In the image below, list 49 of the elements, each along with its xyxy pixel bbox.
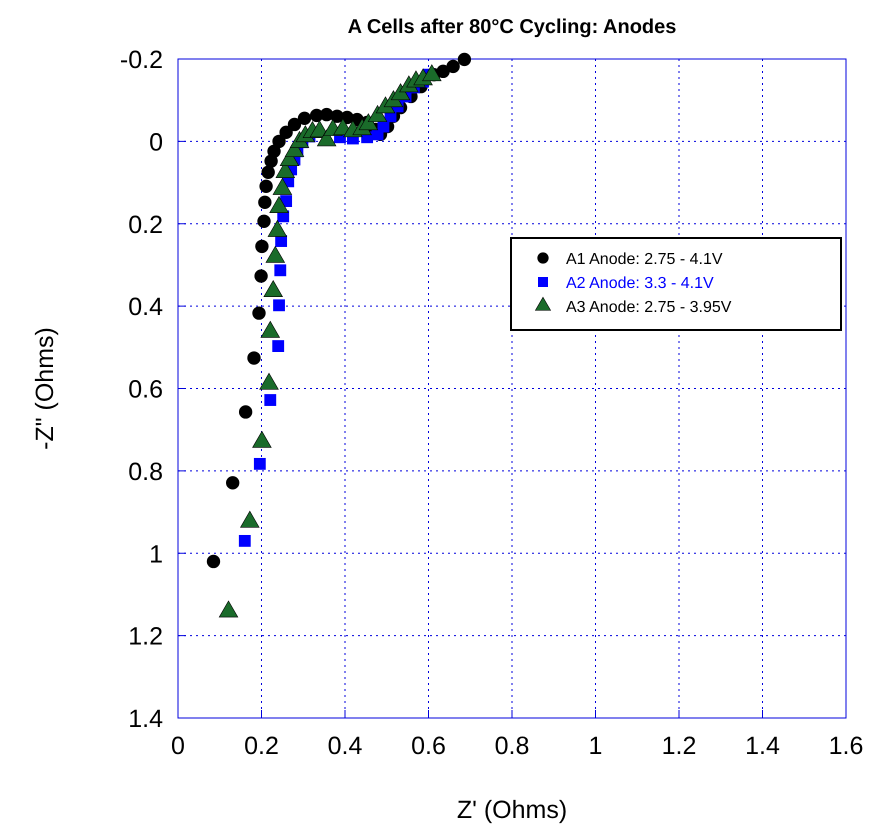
point xyxy=(267,144,281,158)
point xyxy=(255,240,269,254)
point xyxy=(436,64,450,78)
point xyxy=(279,126,293,139)
point xyxy=(206,554,220,568)
point xyxy=(458,52,472,66)
point xyxy=(252,306,266,320)
y-tick-label: -0.2 xyxy=(120,46,163,74)
point xyxy=(288,118,302,132)
point xyxy=(272,340,284,352)
legend-label: A3 Anode: 2.75 - 3.95V xyxy=(566,299,732,316)
point xyxy=(298,112,312,125)
chart-title: A Cells after 80°C Cycling: Anodes xyxy=(348,16,676,38)
point xyxy=(238,534,251,547)
point xyxy=(257,214,271,228)
y-tick-label: 0 xyxy=(149,128,163,156)
y-tick-label: 0.6 xyxy=(128,376,163,404)
y-tick-label: 0.8 xyxy=(128,458,163,486)
point xyxy=(264,394,276,406)
x-tick-label: 1.4 xyxy=(745,732,780,760)
x-axis-title: Z' (Ohms) xyxy=(456,796,568,824)
x-tick-label: 1.2 xyxy=(662,732,696,760)
point xyxy=(254,458,266,470)
point xyxy=(446,60,460,74)
point xyxy=(247,351,261,365)
legend-label: A2 Anode: 3.3 - 4.1V xyxy=(566,275,714,292)
y-axis-title: -Z" (Ohms) xyxy=(31,327,59,450)
point xyxy=(259,180,273,193)
point xyxy=(258,196,272,209)
x-tick-label: 1 xyxy=(588,732,602,760)
point xyxy=(238,405,252,419)
x-tick-label: 0.2 xyxy=(244,732,279,760)
point xyxy=(226,476,240,490)
point xyxy=(262,166,275,179)
legend-label: A1 Anode: 2.75 - 4.1V xyxy=(566,251,723,268)
x-tick-label: 0 xyxy=(171,732,185,760)
x-tick-label: 0.4 xyxy=(328,732,362,760)
point xyxy=(272,134,286,148)
point xyxy=(254,269,268,283)
y-tick-label: 1.2 xyxy=(128,622,163,651)
x-tick-label: 1.6 xyxy=(828,732,864,760)
point xyxy=(274,264,286,276)
x-tick-label: 0.8 xyxy=(494,732,530,760)
y-tick-label: 0.4 xyxy=(128,293,164,322)
y-tick-label: 1 xyxy=(149,540,163,568)
point xyxy=(273,299,285,312)
y-tick-label: 0.2 xyxy=(128,210,163,239)
y-tick-label: 1.4 xyxy=(128,705,164,733)
x-tick-label: 0.6 xyxy=(411,732,446,760)
